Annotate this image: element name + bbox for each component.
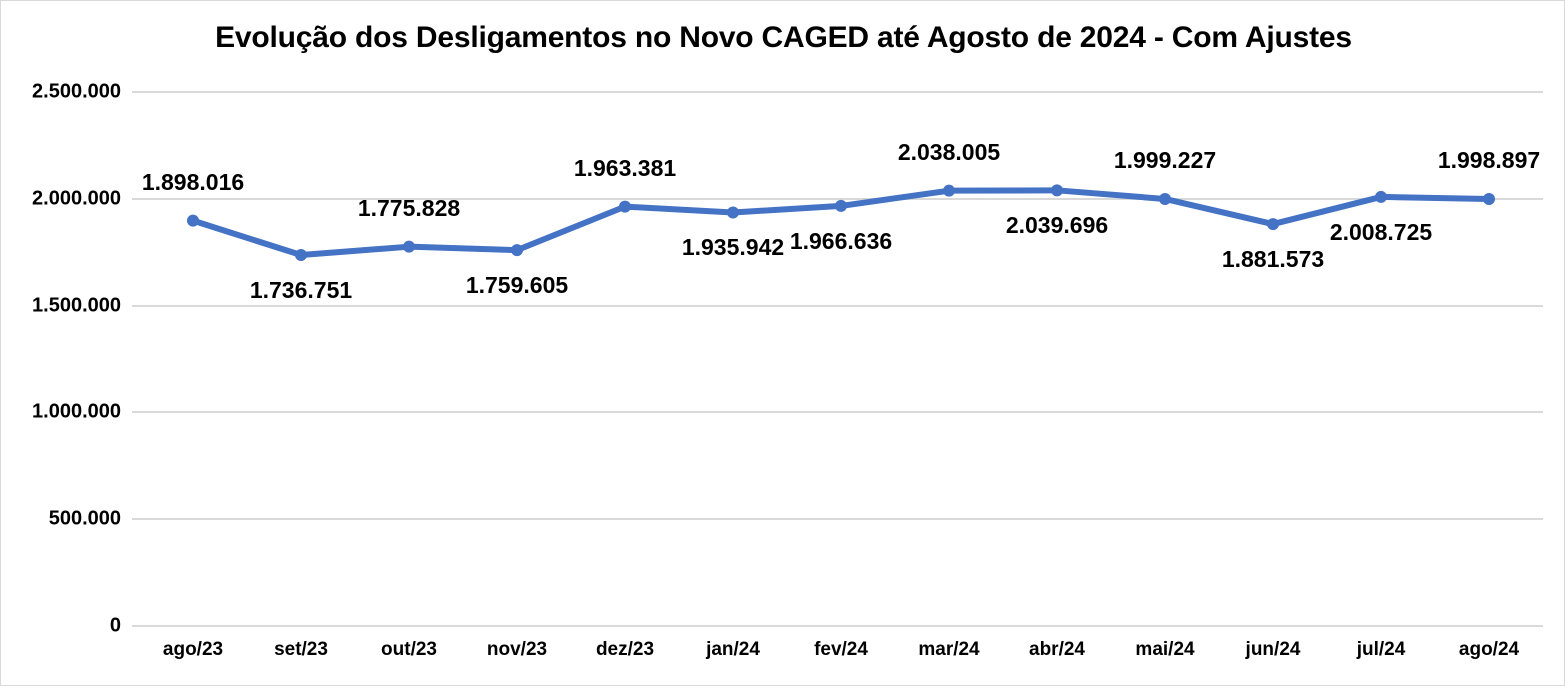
data-point-label: 1.736.751 [249, 277, 353, 304]
data-point-label: 2.038.005 [897, 138, 1001, 165]
data-point-label: 1.966.636 [789, 227, 893, 254]
y-axis-tick-label: 500.000 [48, 507, 121, 530]
x-axis-tick-label: ago/23 [162, 639, 224, 660]
y-axis-tick-mark [132, 91, 139, 93]
data-point-label: 1.999.227 [1113, 146, 1217, 173]
data-point-label: 1.775.828 [357, 194, 461, 221]
x-axis-tick-label: set/23 [274, 639, 328, 660]
y-axis-tick-mark [132, 304, 139, 307]
data-point-label: 1.963.381 [573, 154, 677, 181]
gridline [139, 518, 1543, 521]
data-point-label: 1.898.016 [141, 168, 245, 195]
x-axis-tick-label: nov/23 [486, 639, 548, 660]
y-axis-tick-label: 0 [109, 614, 121, 637]
x-axis-tick-label: fev/24 [814, 639, 868, 660]
data-point-label: 1.759.605 [465, 272, 569, 299]
x-axis-tick-label: jan/24 [706, 639, 760, 660]
y-axis-tick-label: 2.000.000 [32, 187, 121, 210]
y-axis-tick-label: 2.500.000 [32, 80, 121, 103]
gridline [139, 91, 1543, 93]
gridline [139, 625, 1543, 627]
y-axis-tick-mark [132, 518, 139, 521]
x-axis-tick-label: dez/23 [595, 639, 655, 660]
x-axis-tick-label: jul/24 [1356, 639, 1406, 660]
x-axis-tick-label: jun/24 [1245, 639, 1301, 660]
x-axis-tick-label: mar/24 [918, 639, 980, 660]
data-point-label: 1.998.897 [1437, 147, 1541, 174]
plot-area [139, 91, 1543, 627]
gridline [139, 197, 1543, 200]
gridline [139, 411, 1543, 414]
y-axis-tick-mark [132, 625, 139, 627]
data-point-label: 1.881.573 [1221, 246, 1325, 273]
gridline [139, 304, 1543, 307]
y-axis-tick-mark [132, 197, 139, 200]
chart-title: Evolução dos Desligamentos no Novo CAGED… [215, 21, 1352, 54]
x-axis-tick-label: abr/24 [1029, 639, 1085, 660]
data-point-label: 2.039.696 [1005, 212, 1109, 239]
y-axis-tick-mark [132, 411, 139, 414]
x-axis-tick-label: out/23 [381, 639, 437, 660]
data-point-label: 2.008.725 [1329, 218, 1433, 245]
y-axis-tick-label: 1.000.000 [32, 400, 121, 423]
x-axis-tick-label: ago/24 [1458, 639, 1520, 660]
y-axis-tick-label: 1.500.000 [32, 294, 121, 317]
data-point-label: 1.935.942 [681, 234, 785, 261]
x-axis-tick-label: mai/24 [1135, 639, 1195, 660]
